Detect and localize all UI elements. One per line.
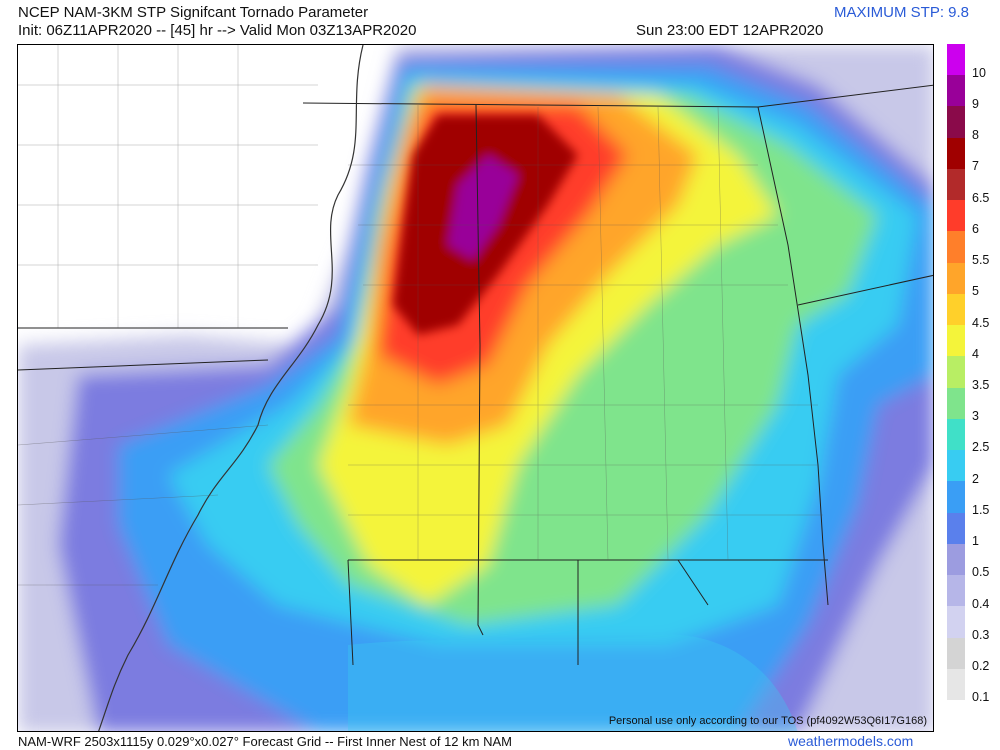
valid-local-time: Sun 23:00 EDT 12APR2020 (636, 22, 824, 39)
legend-tick-label: 4.5 (972, 315, 990, 330)
grid-info: NAM-WRF 2503x1115y 0.029°x0.027° Forecas… (18, 734, 512, 749)
map-canvas (18, 45, 933, 731)
legend-tick-label: 3 (972, 409, 979, 424)
legend-tick-label: 5 (972, 284, 979, 299)
legend-swatch (947, 293, 965, 326)
legend-swatch (947, 325, 965, 357)
legend-tick-label: 0.4 (972, 596, 990, 611)
legend-tick-label: 8 (972, 128, 979, 143)
map-title: NCEP NAM-3KM STP Signifcant Tornado Para… (18, 4, 369, 21)
legend-tick-label: 4 (972, 346, 979, 361)
legend-swatch (947, 262, 965, 295)
legend-tick-label: 1.5 (972, 502, 990, 517)
legend-swatch (947, 200, 965, 232)
legend-swatch (947, 387, 965, 420)
legend-tick-label: 10 (972, 65, 986, 80)
legend-swatch (947, 168, 965, 201)
legend-swatch (947, 356, 965, 389)
site-link[interactable]: weathermodels.com (788, 733, 914, 749)
legend-tick-label: 6 (972, 221, 979, 236)
legend-swatch (947, 106, 965, 139)
legend-swatch (947, 543, 965, 576)
legend-swatch (947, 44, 965, 76)
legend-tick-label: 7 (972, 159, 979, 174)
legend-tick-label: 2 (972, 471, 979, 486)
legend-tick-label: 1 (972, 534, 979, 549)
legend-swatch (947, 418, 965, 451)
init-valid-line: Init: 06Z11APR2020 -- [45] hr --> Valid … (18, 22, 417, 39)
stp-map[interactable]: Personal use only according to our TOS (… (17, 44, 934, 732)
gulf-of-mexico (348, 634, 798, 731)
legend-tick-label: 2.5 (972, 440, 990, 455)
legend-swatch (947, 512, 965, 545)
legend-tick-label: 0.3 (972, 627, 990, 642)
legend-swatch (947, 231, 965, 264)
legend-tick-label: 0.5 (972, 565, 990, 580)
legend-swatch (947, 481, 965, 514)
legend-tick-label: 3.5 (972, 378, 990, 392)
legend-tick-label: 6.5 (972, 190, 990, 205)
legend-tick-label: 5.5 (972, 253, 990, 268)
color-legend (947, 44, 965, 701)
tos-notice: Personal use only according to our TOS (… (608, 715, 927, 727)
legend-swatch (947, 137, 965, 170)
legend-swatch (947, 450, 965, 482)
legend-tick-label: 0.2 (972, 659, 990, 674)
legend-tick-label: 0.1 (972, 690, 990, 705)
legend-swatch (947, 606, 965, 639)
legend-swatch (947, 75, 965, 107)
maximum-stp-label: MAXIMUM STP: 9.8 (834, 4, 970, 21)
legend-tick-label: 9 (972, 96, 979, 111)
legend-swatch (947, 637, 965, 670)
county-lines (18, 45, 823, 586)
mississippi-river (98, 45, 364, 731)
legend-swatch (947, 668, 965, 701)
legend-swatch (947, 575, 965, 607)
